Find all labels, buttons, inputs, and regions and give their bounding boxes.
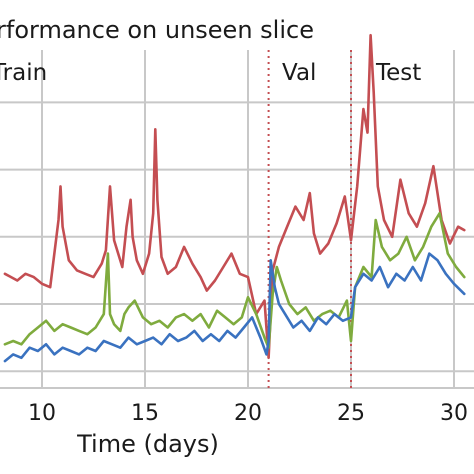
series-line-0 [3,33,466,360]
x-tick-label-30: 30 [440,401,468,426]
series-lines [3,33,466,363]
series-line-2 [3,252,466,363]
x-tick-label-15: 15 [131,401,159,426]
x-tick-labels: 10 15 20 25 30 [28,401,468,426]
grid-lines [0,50,474,389]
chart-title: rformance on unseen slice [0,16,314,44]
region-label-test: Test [375,60,421,86]
x-tick-label-25: 25 [337,401,365,426]
region-label-val: Val [282,60,316,86]
region-labels: Train Val Test [0,60,421,86]
x-tick-label-10: 10 [28,401,56,426]
x-axis-label: Time (days) [76,430,219,458]
region-label-train: Train [0,60,47,86]
split-boundaries [267,50,352,388]
x-tick-label-20: 20 [234,401,262,426]
series-line-1 [3,212,466,350]
